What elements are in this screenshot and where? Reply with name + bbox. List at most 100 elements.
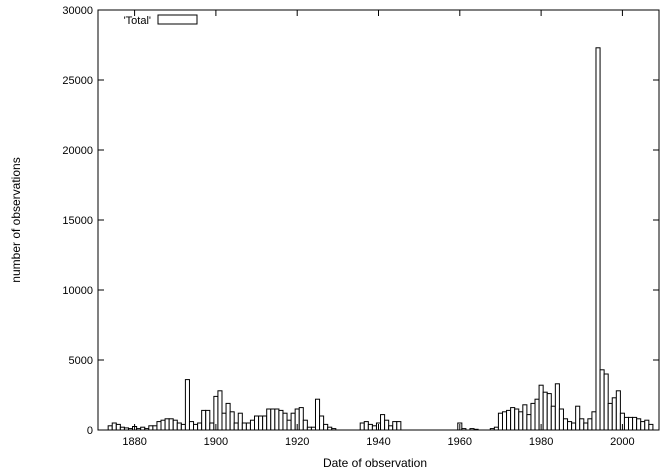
bar-1980	[538, 384, 544, 431]
bar-1897	[201, 409, 207, 431]
bar-1875	[111, 422, 117, 431]
x-tick-label-1960: 1960	[448, 436, 472, 448]
bar-1986	[562, 418, 569, 431]
bar-2004	[636, 418, 642, 431]
y-tick-label-20000: 20000	[62, 145, 93, 157]
bar-1887	[160, 419, 166, 431]
bar-1912	[262, 415, 268, 431]
bar-1910	[254, 415, 260, 431]
bar-1938	[367, 423, 373, 431]
bar-1972	[506, 409, 512, 431]
y-axis-label: number of observations	[9, 157, 23, 282]
bar-1926	[319, 415, 325, 431]
bar-1914	[270, 408, 276, 431]
bar-1898	[205, 409, 211, 431]
x-axis-label: Date of observation	[323, 456, 427, 470]
bar-1922	[302, 419, 308, 431]
x-tick-label-1900: 1900	[204, 436, 228, 448]
bar-1876	[115, 423, 121, 431]
bar-1892	[180, 423, 186, 431]
legend-label: 'Total'	[124, 15, 151, 27]
bar-1998	[611, 397, 617, 431]
bar-1891	[176, 422, 182, 431]
bar-1885	[152, 425, 158, 431]
bar-1903	[225, 402, 231, 431]
y-tick-label-10000: 10000	[62, 285, 93, 297]
bar-1937	[363, 421, 369, 431]
bar-1899	[209, 422, 215, 431]
x-tick-label-1940: 1940	[366, 436, 390, 448]
bar-1945	[396, 421, 402, 431]
bar-1904	[229, 411, 235, 431]
bar-2007	[648, 423, 654, 431]
bar-1888	[164, 418, 170, 431]
bar-1976	[522, 404, 528, 431]
bar-1919	[290, 412, 296, 431]
bar-1918	[286, 419, 292, 431]
bar-1979	[534, 398, 540, 431]
bar-1896	[197, 422, 203, 431]
bar-1974	[514, 408, 520, 431]
bar-1901	[217, 390, 223, 431]
bar-2006	[644, 419, 650, 431]
bar-1984	[554, 383, 560, 431]
bar-2005	[640, 421, 646, 431]
bar-1982	[546, 393, 552, 431]
y-tick-label-0: 0	[87, 425, 93, 437]
bar-1909	[249, 419, 256, 431]
bar-1895	[193, 423, 199, 431]
bar-1941	[380, 414, 386, 431]
bar-1989	[575, 405, 581, 431]
bar-1916	[278, 409, 284, 431]
bar-1874	[107, 425, 113, 431]
bar-1925	[314, 398, 321, 431]
bar-1944	[392, 421, 398, 431]
bar-1936	[359, 422, 365, 431]
bar-1991	[583, 422, 589, 431]
bar-1978	[530, 402, 536, 431]
bar-1907	[241, 422, 247, 431]
axis-tick-labels: 0 5000 10000 15000 20000 25000 30000 1880 1900 19…	[62, 5, 634, 448]
bar-1893	[184, 379, 190, 431]
bar-1992	[587, 418, 593, 431]
bar-1981	[542, 391, 548, 431]
bar-2003	[632, 416, 638, 431]
bar-2002	[628, 416, 634, 431]
bar-1983	[550, 405, 556, 431]
bar-1943	[388, 425, 394, 431]
bar-1997	[607, 402, 613, 431]
bar-1915	[274, 408, 280, 431]
bar-1970	[497, 412, 503, 431]
bar-1908	[245, 422, 251, 431]
bar-1889	[168, 418, 174, 431]
bar-1906	[237, 412, 243, 431]
legend: 'Total'	[124, 14, 198, 27]
legend-swatch	[157, 14, 198, 25]
x-tick-label-1920: 1920	[285, 436, 309, 448]
bar-1990	[579, 418, 585, 431]
axis-ticks	[98, 9, 659, 431]
bar-1971	[501, 411, 508, 431]
bar-1942	[384, 419, 390, 431]
bar-1973	[510, 407, 516, 431]
bar-1987	[567, 421, 573, 431]
bar-1913	[266, 408, 272, 431]
bar-1988	[571, 422, 577, 431]
bar-1985	[558, 408, 564, 431]
bar-1977	[526, 414, 532, 431]
y-tick-label-5000: 5000	[69, 355, 93, 367]
bar-1999	[615, 390, 621, 431]
bar-1911	[258, 415, 264, 431]
x-tick-label-1980: 1980	[529, 436, 553, 448]
bar-1894	[188, 421, 195, 431]
x-tick-label-2000: 2000	[610, 436, 634, 448]
y-tick-label-15000: 15000	[62, 215, 93, 227]
bar-1890	[172, 419, 178, 431]
bar-2001	[623, 416, 630, 431]
bar-1995	[599, 369, 605, 431]
bar-1994	[595, 47, 601, 431]
bar-1993	[591, 411, 597, 431]
bar-1927	[323, 423, 329, 431]
